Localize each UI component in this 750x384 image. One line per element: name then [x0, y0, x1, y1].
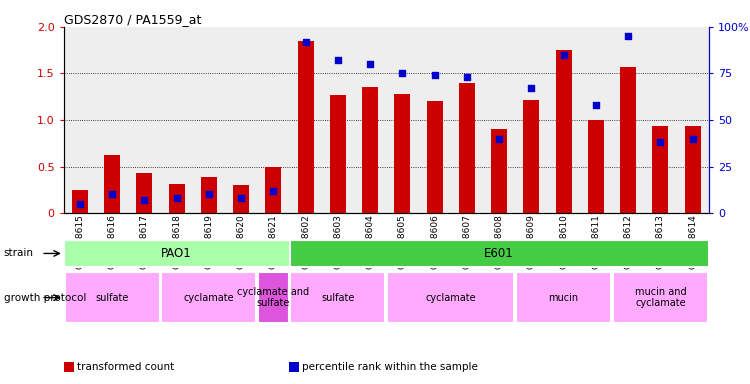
Bar [225, 27, 257, 213]
Point [590, 102, 602, 108]
Point [138, 197, 150, 203]
Point [525, 85, 537, 91]
Bar [258, 272, 289, 323]
Point [687, 136, 699, 142]
Bar [652, 126, 668, 213]
Text: sulfate: sulfate [321, 293, 355, 303]
Point [654, 139, 666, 146]
Text: transformed count: transformed count [77, 362, 175, 372]
Bar [201, 177, 217, 213]
Bar [96, 27, 128, 213]
Bar [169, 184, 184, 213]
Bar [685, 126, 700, 213]
Point [202, 192, 214, 198]
Point [332, 57, 344, 63]
Point [236, 195, 248, 201]
Bar [161, 272, 256, 323]
Text: E601: E601 [484, 247, 514, 260]
Point [74, 201, 86, 207]
Point [106, 192, 118, 198]
Bar [427, 101, 442, 213]
Point [494, 136, 506, 142]
Point [364, 61, 376, 67]
Bar [104, 156, 120, 213]
Bar [290, 272, 386, 323]
Bar [64, 240, 290, 267]
Bar [290, 27, 322, 213]
Point [267, 188, 279, 194]
Bar [298, 41, 314, 213]
Bar [451, 27, 483, 213]
Text: cyclamate and
sulfate: cyclamate and sulfate [237, 287, 310, 308]
Bar [64, 27, 96, 213]
Point [622, 33, 634, 39]
Bar [524, 99, 539, 213]
Point [429, 72, 441, 78]
Bar [419, 27, 451, 213]
Bar [233, 185, 249, 213]
Bar [72, 190, 88, 213]
Bar [160, 27, 193, 213]
Text: GDS2870 / PA1559_at: GDS2870 / PA1559_at [64, 13, 201, 26]
Bar [257, 27, 290, 213]
Bar [483, 27, 515, 213]
Bar [459, 83, 475, 213]
Text: growth protocol: growth protocol [4, 293, 86, 303]
Text: mucin and
cyclamate: mucin and cyclamate [634, 287, 686, 308]
Bar [516, 272, 611, 323]
Point [557, 52, 570, 58]
Bar [330, 95, 346, 213]
Bar [387, 272, 514, 323]
Bar [612, 27, 644, 213]
Bar [362, 88, 378, 213]
Bar [556, 50, 572, 213]
Bar [644, 27, 676, 213]
Bar [588, 120, 604, 213]
Bar [620, 67, 636, 213]
Text: PAO1: PAO1 [161, 247, 192, 260]
Bar [354, 27, 386, 213]
Bar [491, 129, 507, 213]
Point [299, 39, 312, 45]
Text: cyclamate: cyclamate [425, 293, 476, 303]
Bar [64, 272, 160, 323]
Bar [515, 27, 548, 213]
Bar [322, 27, 354, 213]
Bar [394, 94, 410, 213]
Text: percentile rank within the sample: percentile rank within the sample [302, 362, 478, 372]
Text: cyclamate: cyclamate [184, 293, 234, 303]
Bar [266, 167, 281, 213]
Bar [386, 27, 418, 213]
Bar [676, 27, 709, 213]
Text: strain: strain [4, 248, 34, 258]
Point [396, 70, 408, 76]
Point [170, 195, 183, 201]
Bar [193, 27, 225, 213]
Bar [580, 27, 612, 213]
Bar [548, 27, 580, 213]
Bar [136, 173, 152, 213]
Text: sulfate: sulfate [95, 293, 129, 303]
Text: mucin: mucin [548, 293, 579, 303]
Point [460, 74, 472, 80]
Bar [290, 240, 709, 267]
Bar [128, 27, 160, 213]
Bar [613, 272, 708, 323]
